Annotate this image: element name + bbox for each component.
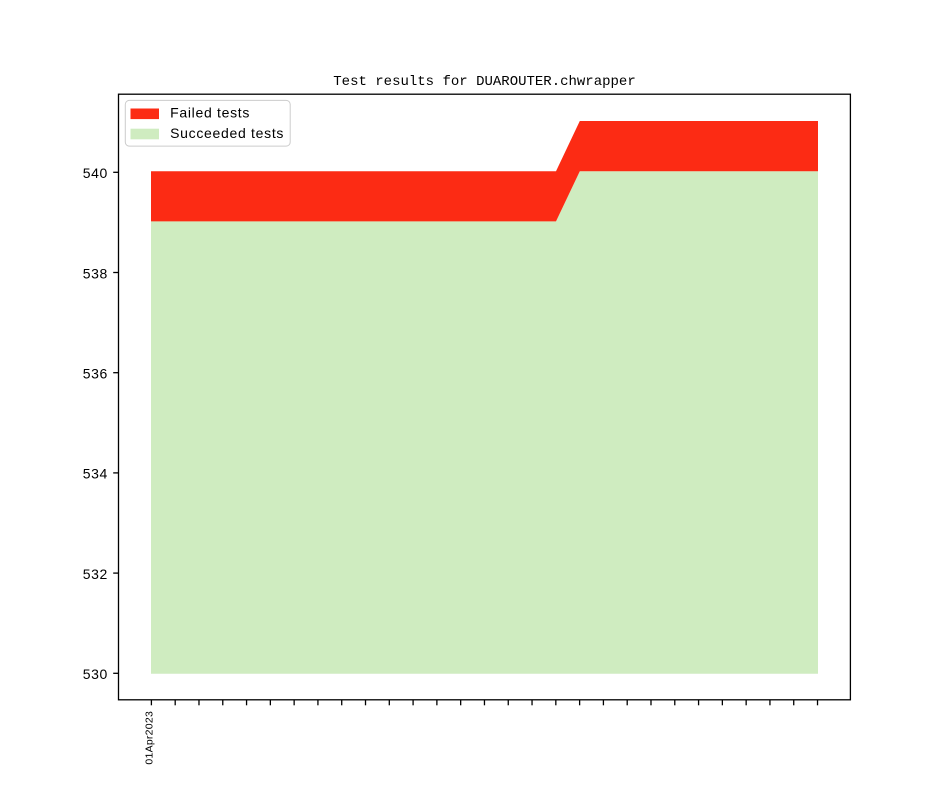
svg-text:540: 540	[83, 165, 108, 181]
svg-text:Failed tests: Failed tests	[170, 105, 250, 121]
svg-text:536: 536	[83, 366, 108, 382]
svg-text:530: 530	[83, 666, 108, 682]
svg-text:Succeeded tests: Succeeded tests	[170, 125, 284, 141]
svg-text:534: 534	[83, 466, 108, 482]
svg-text:Test results for DUAROUTER.chw: Test results for DUAROUTER.chwrapper	[333, 74, 635, 90]
svg-text:532: 532	[83, 566, 108, 582]
svg-text:538: 538	[83, 265, 108, 281]
svg-text:01Apr2023: 01Apr2023	[144, 711, 156, 765]
